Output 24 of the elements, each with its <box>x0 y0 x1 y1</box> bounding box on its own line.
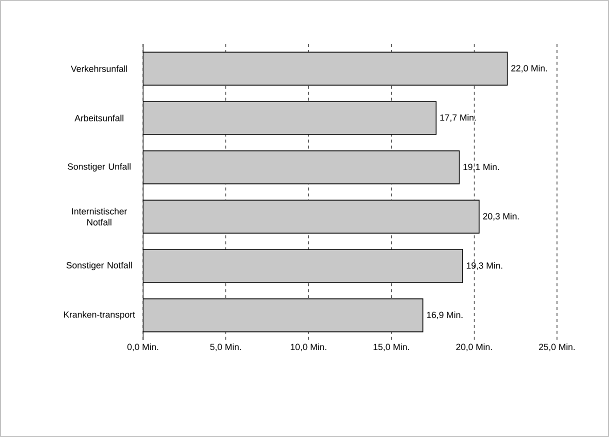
bar <box>143 150 460 184</box>
y-tick-label: Verkehrsunfall <box>70 65 128 72</box>
bar <box>143 298 424 332</box>
x-tick-label: 0,0 Min. <box>127 344 158 352</box>
bar <box>143 52 508 86</box>
bar <box>143 200 480 234</box>
y-tick-label: Kranken-transport <box>64 311 136 320</box>
data-label: 17,7 Min. <box>440 114 476 122</box>
data-label: 19,3 Min. <box>466 262 502 270</box>
bar <box>143 249 464 283</box>
bar <box>143 101 437 135</box>
y-tick-label: Sonstiger Unfall <box>68 163 131 172</box>
x-tick-label: 20,0 Min. <box>456 344 492 352</box>
y-tick-label: Sonstiger Notfall <box>66 262 132 270</box>
y-tick-label: Internistischer Notfall <box>72 208 127 226</box>
y-tick-label: Arbeitsunfall <box>74 114 124 122</box>
x-tick-label: 10,0 Min. <box>290 344 326 352</box>
data-label: 16,9 Min. <box>427 312 462 320</box>
data-label: 20,3 Min. <box>483 212 519 220</box>
data-label: 22,0 Min. <box>511 64 547 72</box>
x-tick-label: 25,0 Min. <box>539 344 575 352</box>
x-tick-label: 15,0 Min. <box>374 344 410 352</box>
x-tick-label: 5,0 Min. <box>210 344 241 352</box>
data-label: 19,1 Min. <box>464 164 499 172</box>
